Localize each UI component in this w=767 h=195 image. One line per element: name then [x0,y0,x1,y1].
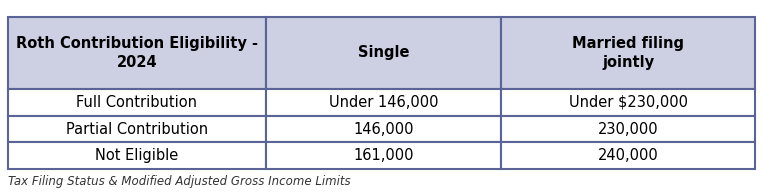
Bar [265,142,501,169]
Bar [265,116,501,142]
Bar [501,142,755,169]
Bar [265,89,501,116]
Text: Under $230,000: Under $230,000 [568,95,687,110]
Text: 146,000: 146,000 [353,121,413,136]
Bar [8,17,265,89]
Text: 230,000: 230,000 [597,121,658,136]
Bar [501,116,755,142]
Bar [501,89,755,116]
Bar [265,17,501,89]
Bar [8,142,265,169]
Bar [8,89,265,116]
Bar [8,116,265,142]
Text: Tax Filing Status & Modified Adjusted Gross Income Limits: Tax Filing Status & Modified Adjusted Gr… [8,175,351,188]
Text: 240,000: 240,000 [597,148,658,163]
Text: Not Eligible: Not Eligible [95,148,179,163]
Bar [501,17,755,89]
Text: 161,000: 161,000 [353,148,413,163]
Text: Full Contribution: Full Contribution [77,95,197,110]
Text: Roth Contribution Eligibility -
2024: Roth Contribution Eligibility - 2024 [16,36,258,70]
Text: Under 146,000: Under 146,000 [328,95,438,110]
Text: Single: Single [357,45,409,60]
Text: Partial Contribution: Partial Contribution [66,121,208,136]
Text: Married filing
jointly: Married filing jointly [572,36,684,70]
